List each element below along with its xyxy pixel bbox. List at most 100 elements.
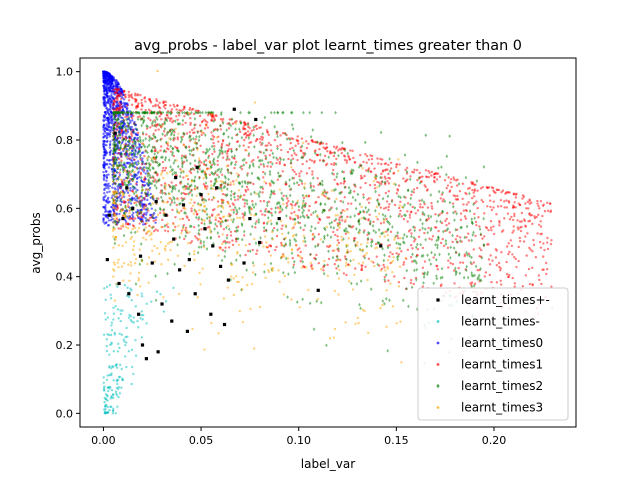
data-point	[307, 209, 311, 212]
data-point	[115, 216, 118, 219]
data-point	[206, 149, 210, 153]
data-point	[374, 230, 378, 235]
data-point	[365, 210, 369, 214]
data-point	[384, 273, 388, 277]
data-point	[311, 170, 314, 173]
data-point	[175, 208, 179, 211]
data-point	[190, 198, 193, 201]
data-point	[334, 233, 337, 237]
data-point	[349, 171, 353, 176]
data-point	[144, 226, 148, 229]
data-point	[156, 229, 159, 232]
data-point	[550, 239, 553, 242]
data-point	[126, 175, 130, 180]
data-point	[163, 148, 166, 153]
data-point	[381, 212, 385, 217]
data-point	[454, 266, 457, 271]
data-point	[106, 79, 109, 82]
data-point	[291, 204, 294, 207]
data-point	[254, 226, 257, 229]
data-point	[121, 378, 125, 382]
data-point	[488, 194, 491, 197]
data-point	[528, 282, 532, 286]
data-point	[367, 208, 370, 212]
data-point	[126, 172, 130, 177]
data-point	[194, 215, 198, 220]
data-point	[104, 116, 107, 119]
data-point	[494, 256, 498, 259]
data-point	[103, 401, 106, 404]
data-point	[438, 175, 442, 178]
data-point	[511, 218, 515, 222]
data-point	[108, 373, 111, 377]
data-point	[207, 198, 211, 201]
data-point	[365, 244, 369, 249]
data-point	[476, 189, 479, 192]
data-point	[154, 170, 157, 175]
data-point	[383, 235, 386, 238]
data-point	[454, 210, 457, 213]
data-point	[489, 220, 493, 223]
data-point	[123, 122, 127, 126]
data-point	[238, 130, 242, 134]
data-point	[241, 276, 244, 279]
data-point	[110, 115, 113, 118]
data-point	[260, 158, 264, 163]
data-point	[181, 162, 184, 167]
data-point	[117, 258, 120, 261]
data-point	[139, 209, 142, 213]
data-point	[179, 168, 182, 171]
data-point	[105, 137, 108, 140]
data-point	[261, 138, 264, 141]
data-point	[196, 296, 199, 299]
data-point	[140, 151, 144, 155]
data-point	[382, 217, 386, 221]
data-point	[489, 254, 492, 257]
data-point	[487, 186, 491, 189]
data-point	[115, 137, 118, 142]
data-point	[238, 144, 241, 148]
data-point	[421, 210, 425, 215]
data-point	[108, 210, 111, 213]
data-point	[174, 145, 177, 149]
data-point	[387, 279, 390, 282]
data-point	[138, 202, 141, 206]
data-point	[311, 173, 314, 176]
data-point	[332, 154, 336, 158]
data-point	[301, 297, 304, 302]
data-point	[123, 166, 126, 170]
data-point	[187, 192, 191, 196]
data-point	[479, 266, 482, 271]
data-point	[105, 378, 109, 382]
data-point	[192, 112, 196, 116]
data-point	[470, 181, 473, 184]
data-point	[393, 236, 397, 239]
data-point	[360, 264, 363, 267]
data-point	[374, 242, 378, 246]
data-point	[169, 119, 172, 123]
data-point	[439, 197, 443, 200]
data-point	[428, 171, 431, 175]
data-point	[197, 245, 201, 250]
data-point	[421, 285, 424, 288]
data-point	[140, 295, 144, 298]
data-point	[421, 266, 425, 270]
data-point	[102, 124, 106, 127]
data-point	[227, 246, 231, 249]
data-point	[108, 146, 112, 149]
data-point	[248, 205, 252, 209]
data-point	[457, 266, 460, 270]
data-point	[162, 176, 165, 180]
data-point	[378, 181, 381, 185]
data-point	[111, 183, 115, 186]
data-point	[546, 201, 549, 205]
data-point	[196, 186, 199, 191]
data-point	[166, 222, 169, 225]
data-point	[521, 194, 525, 197]
plot-area	[102, 69, 554, 415]
data-point	[445, 186, 448, 190]
data-point	[324, 163, 328, 167]
data-point	[139, 145, 143, 150]
data-point	[209, 220, 213, 225]
data-point	[109, 343, 112, 347]
